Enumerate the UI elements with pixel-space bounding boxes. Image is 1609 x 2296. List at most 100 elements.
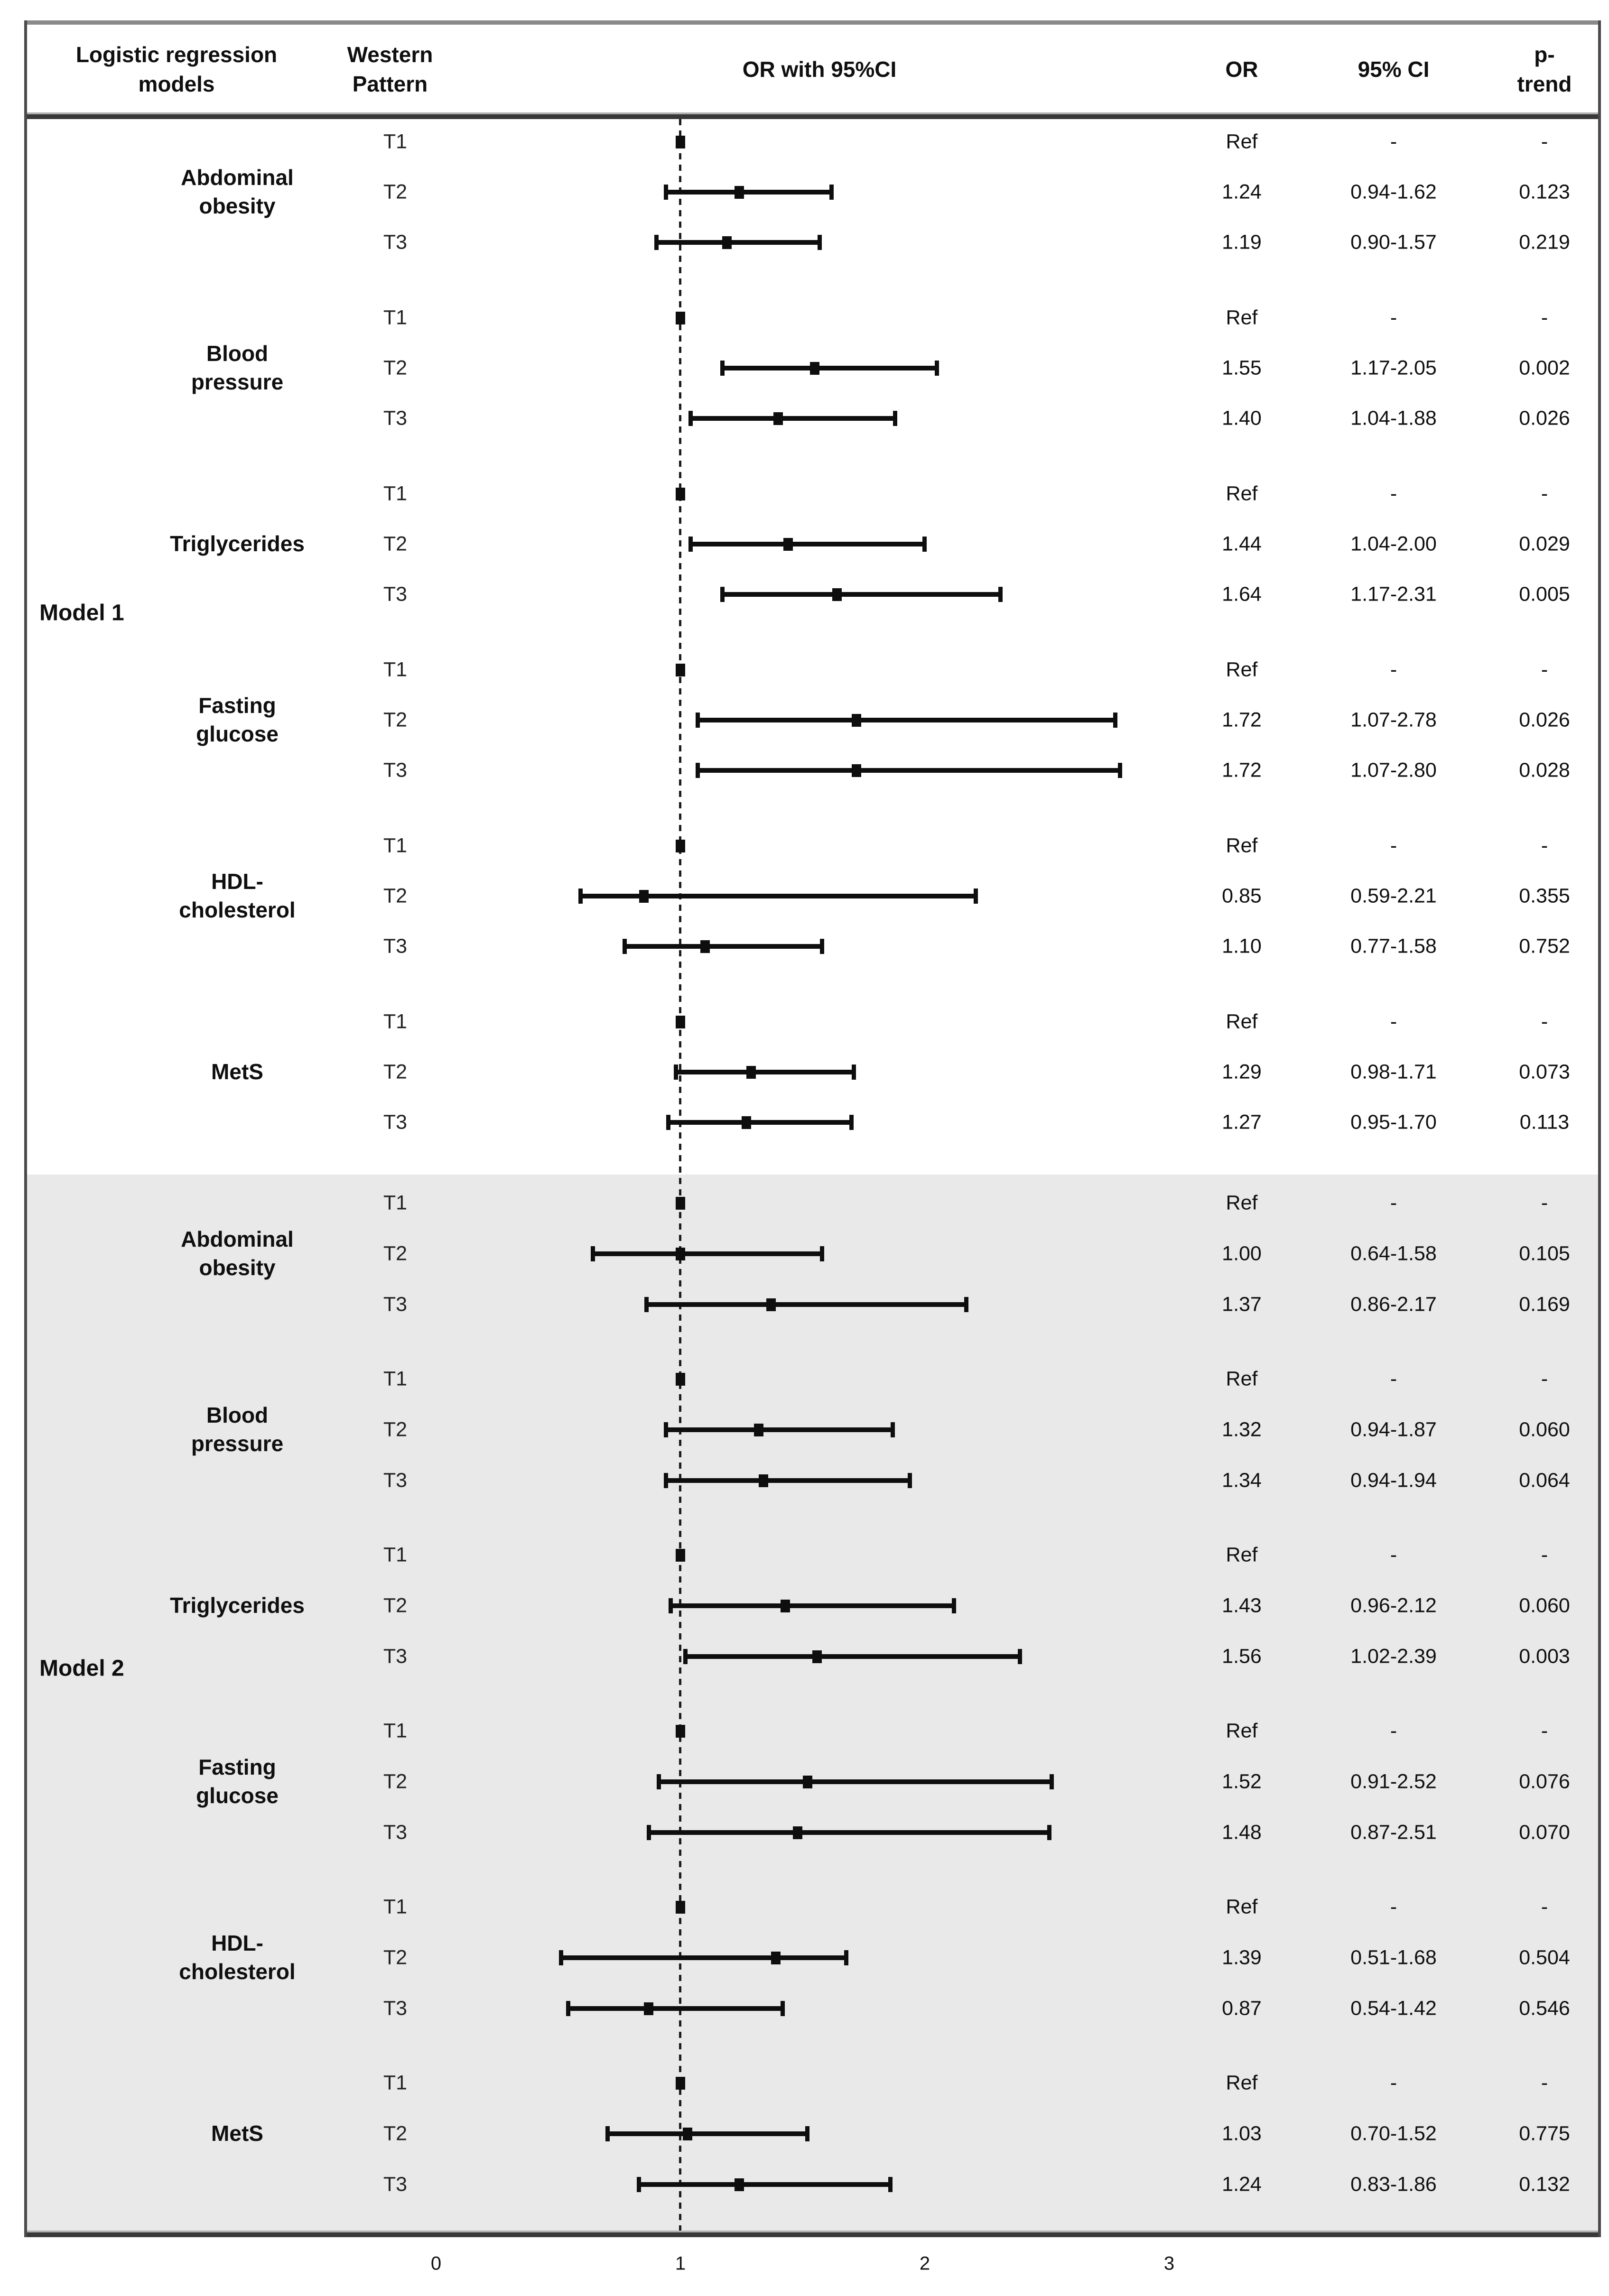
header-divider-rule — [24, 112, 1601, 119]
ref-marker — [676, 840, 685, 852]
reference-line-or-1 — [679, 119, 681, 2231]
ci-cap-right — [844, 1950, 849, 1965]
tertile-label: T2 — [383, 708, 408, 731]
header-ci-column: 95% CI — [1358, 56, 1430, 82]
ci-cap-left — [696, 713, 700, 728]
ptrend-value: - — [1541, 1719, 1548, 1742]
ci-cap-left — [644, 1297, 649, 1312]
ci-cap-right — [934, 361, 939, 376]
or-marker — [802, 1776, 812, 1788]
tertile-label: T3 — [383, 1293, 408, 1316]
ci-value: 1.04-2.00 — [1350, 532, 1437, 555]
ci-cap-right — [819, 939, 824, 954]
ptrend-value: 0.026 — [1519, 407, 1570, 430]
ci-value: - — [1390, 1895, 1397, 1918]
ci-bar — [656, 240, 820, 245]
or-marker — [810, 362, 820, 375]
ci-cap-right — [829, 185, 834, 200]
ci-value: 0.51-1.68 — [1350, 1946, 1437, 1969]
ci-cap-right — [951, 1598, 956, 1613]
tertile-label: T2 — [383, 2122, 408, 2145]
ci-bar — [670, 1603, 954, 1608]
ci-value: 0.54-1.42 — [1350, 1997, 1437, 2020]
ci-cap-right — [817, 235, 822, 250]
or-marker — [793, 1826, 803, 1839]
ptrend-value: 0.060 — [1519, 1594, 1570, 1617]
ptrend-value: 0.169 — [1519, 1293, 1570, 1316]
tertile-label: T3 — [383, 1821, 408, 1844]
ci-value: 0.96-2.12 — [1350, 1594, 1437, 1617]
or-value: 1.03 — [1222, 2122, 1262, 2145]
tertile-label: T1 — [383, 1543, 408, 1566]
ci-cap-right — [1118, 763, 1122, 778]
or-marker — [753, 1424, 763, 1436]
ci-value: 0.90-1.57 — [1350, 231, 1437, 254]
ptrend-value: - — [1541, 1895, 1548, 1918]
ci-cap-right — [805, 2126, 809, 2141]
ci-cap-right — [819, 1246, 824, 1261]
or-value: Ref — [1226, 2071, 1258, 2094]
ci-value: 0.94-1.87 — [1350, 1418, 1437, 1441]
tertile-label: T3 — [383, 1997, 408, 2020]
tertile-label: T1 — [383, 306, 408, 329]
tertile-label: T3 — [383, 583, 408, 606]
ci-value: 0.91-2.52 — [1350, 1770, 1437, 1793]
or-value: 1.00 — [1222, 1242, 1262, 1265]
ci-cap-left — [578, 889, 583, 904]
tertile-label: T2 — [383, 1060, 408, 1083]
or-marker — [746, 1066, 756, 1079]
ptrend-value: - — [1541, 2071, 1548, 2094]
figure-top-rule — [24, 20, 1601, 25]
ci-value: 0.94-1.62 — [1350, 180, 1437, 204]
outcome-group-label: HDL- cholesterol — [179, 1931, 296, 1984]
ref-marker — [676, 136, 685, 148]
ptrend-value: 0.775 — [1519, 2122, 1570, 2145]
ci-cap-right — [888, 2177, 893, 2192]
or-value: 1.72 — [1222, 759, 1262, 782]
model2-section-background — [27, 1175, 1598, 2231]
ci-value: - — [1390, 834, 1397, 857]
ci-value: - — [1390, 1719, 1397, 1742]
outcome-group-label: Fasting glucose — [196, 1755, 279, 1808]
tertile-label: T2 — [383, 180, 408, 204]
or-value: 1.39 — [1222, 1946, 1262, 1969]
tertile-label: T2 — [383, 1594, 408, 1617]
ci-value: 0.70-1.52 — [1350, 2122, 1437, 2145]
ci-cap-left — [566, 2001, 571, 2016]
tertile-label: T1 — [383, 1895, 408, 1918]
ci-cap-left — [622, 939, 627, 954]
tertile-label: T2 — [383, 1418, 408, 1441]
or-value: 1.19 — [1222, 231, 1262, 254]
ci-bar — [624, 944, 822, 949]
ci-bar — [646, 1302, 967, 1307]
ptrend-value: 0.355 — [1519, 884, 1570, 907]
ci-cap-left — [656, 1774, 661, 1789]
ci-cap-left — [605, 2126, 610, 2141]
ptrend-value: 0.026 — [1519, 708, 1570, 731]
ptrend-value: 0.029 — [1519, 532, 1570, 555]
or-value: Ref — [1226, 1543, 1258, 1566]
tertile-label: T3 — [383, 407, 408, 430]
or-value: Ref — [1226, 482, 1258, 505]
tertile-label: T3 — [383, 1469, 408, 1492]
ptrend-value: 0.028 — [1519, 759, 1570, 782]
ptrend-value: 0.076 — [1519, 1770, 1570, 1793]
header-or-column: OR — [1225, 56, 1258, 82]
or-marker — [851, 764, 861, 777]
header-pattern-column: Western Pattern — [347, 42, 433, 96]
or-value: Ref — [1226, 1191, 1258, 1214]
ci-value: - — [1390, 1367, 1397, 1390]
or-marker — [783, 538, 793, 551]
or-value: Ref — [1226, 1895, 1258, 1918]
ci-bar — [658, 1779, 1052, 1784]
ptrend-value: 0.504 — [1519, 1946, 1570, 1969]
ci-bar — [592, 1251, 822, 1256]
ci-cap-right — [908, 1473, 912, 1488]
or-marker — [722, 236, 732, 249]
outcome-group-label: HDL- cholesterol — [179, 869, 296, 922]
ci-bar — [722, 592, 1001, 597]
or-marker — [742, 1116, 752, 1129]
ci-cap-left — [664, 1473, 669, 1488]
ptrend-value: - — [1541, 1191, 1548, 1214]
